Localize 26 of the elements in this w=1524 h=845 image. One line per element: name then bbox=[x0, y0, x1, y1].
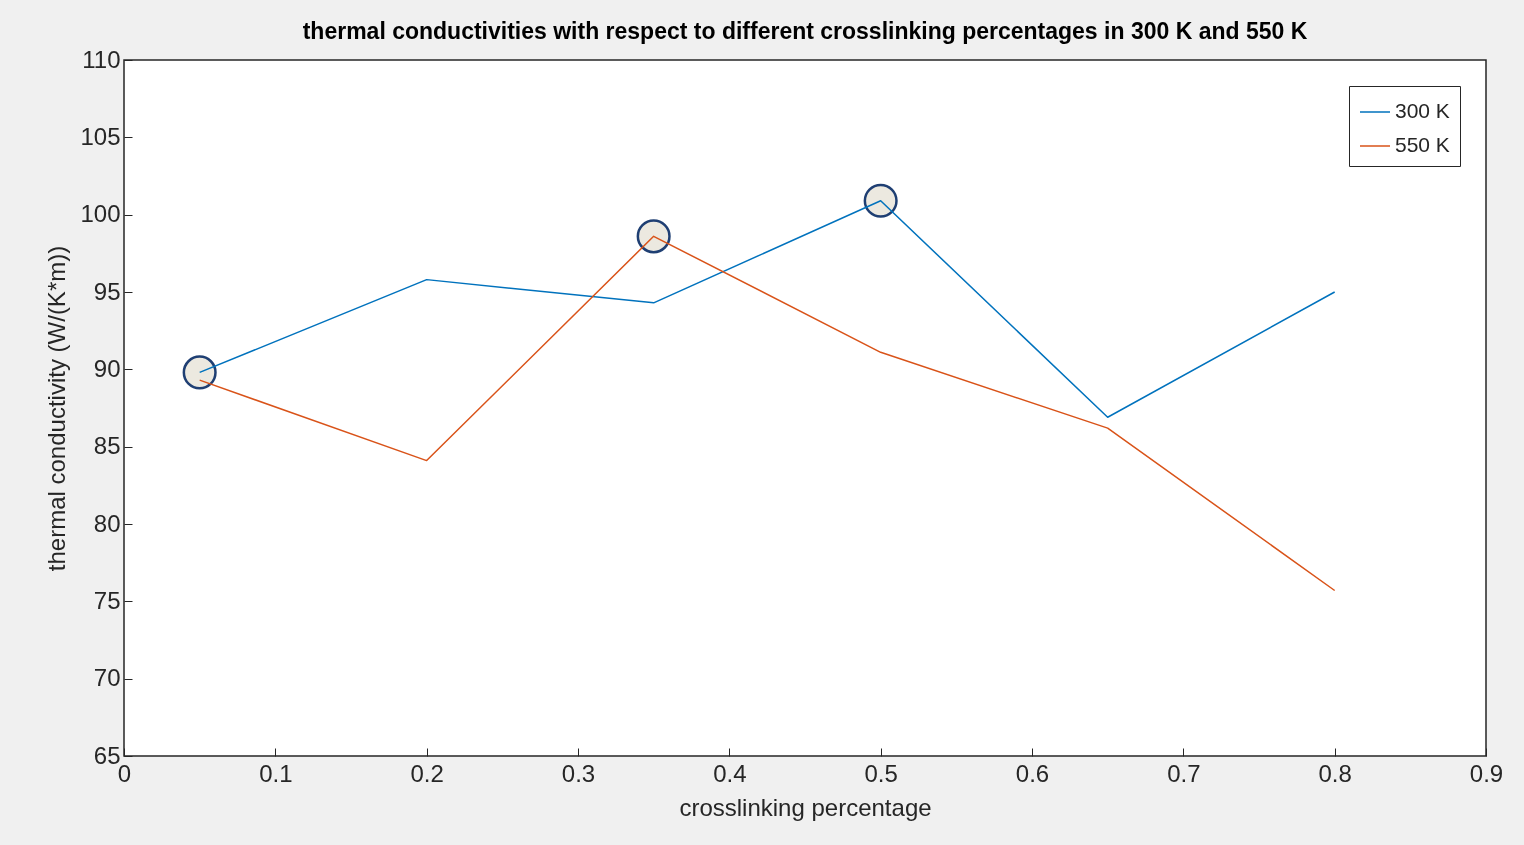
x-tick-label: 0.2 bbox=[410, 759, 444, 787]
y-tick-label: 80 bbox=[93, 509, 121, 537]
x-tick-label: 0.9 bbox=[1469, 759, 1504, 787]
point bbox=[636, 219, 671, 254]
y-tick-label: 90 bbox=[93, 354, 121, 382]
x-axis-title: crosslinking percentage bbox=[679, 793, 932, 821]
x-tick-label: 0.3 bbox=[561, 759, 596, 787]
y-tick-label: 110 bbox=[82, 45, 121, 73]
chart-title: thermal conductivities with respect to different crosslinking percentages in 300 K and 550 K bbox=[302, 18, 1308, 44]
y-tick-label: 105 bbox=[80, 122, 121, 150]
y-axis-title: thermal conductivity (W/(K*m)) bbox=[43, 245, 71, 572]
x-tick-label: 0.8 bbox=[1318, 759, 1352, 787]
legend-label: 300 K bbox=[1395, 99, 1450, 122]
x-tick-label: 0.4 bbox=[713, 759, 747, 787]
y-tick-label: 85 bbox=[93, 432, 121, 460]
x-tick-label: 0.5 bbox=[864, 759, 898, 787]
y-tick-label: 75 bbox=[93, 586, 121, 614]
point bbox=[863, 183, 898, 218]
point bbox=[182, 355, 217, 390]
x-tick-label: 0.1 bbox=[259, 759, 293, 787]
legend-label: 550 K bbox=[1395, 133, 1450, 156]
y-tick-label: 70 bbox=[93, 664, 121, 692]
x-tick-label: 0.6 bbox=[1015, 759, 1050, 787]
y-tick-label: 100 bbox=[80, 200, 121, 228]
x-tick-label: 0.7 bbox=[1167, 759, 1201, 787]
y-tick-label: 95 bbox=[93, 277, 121, 305]
